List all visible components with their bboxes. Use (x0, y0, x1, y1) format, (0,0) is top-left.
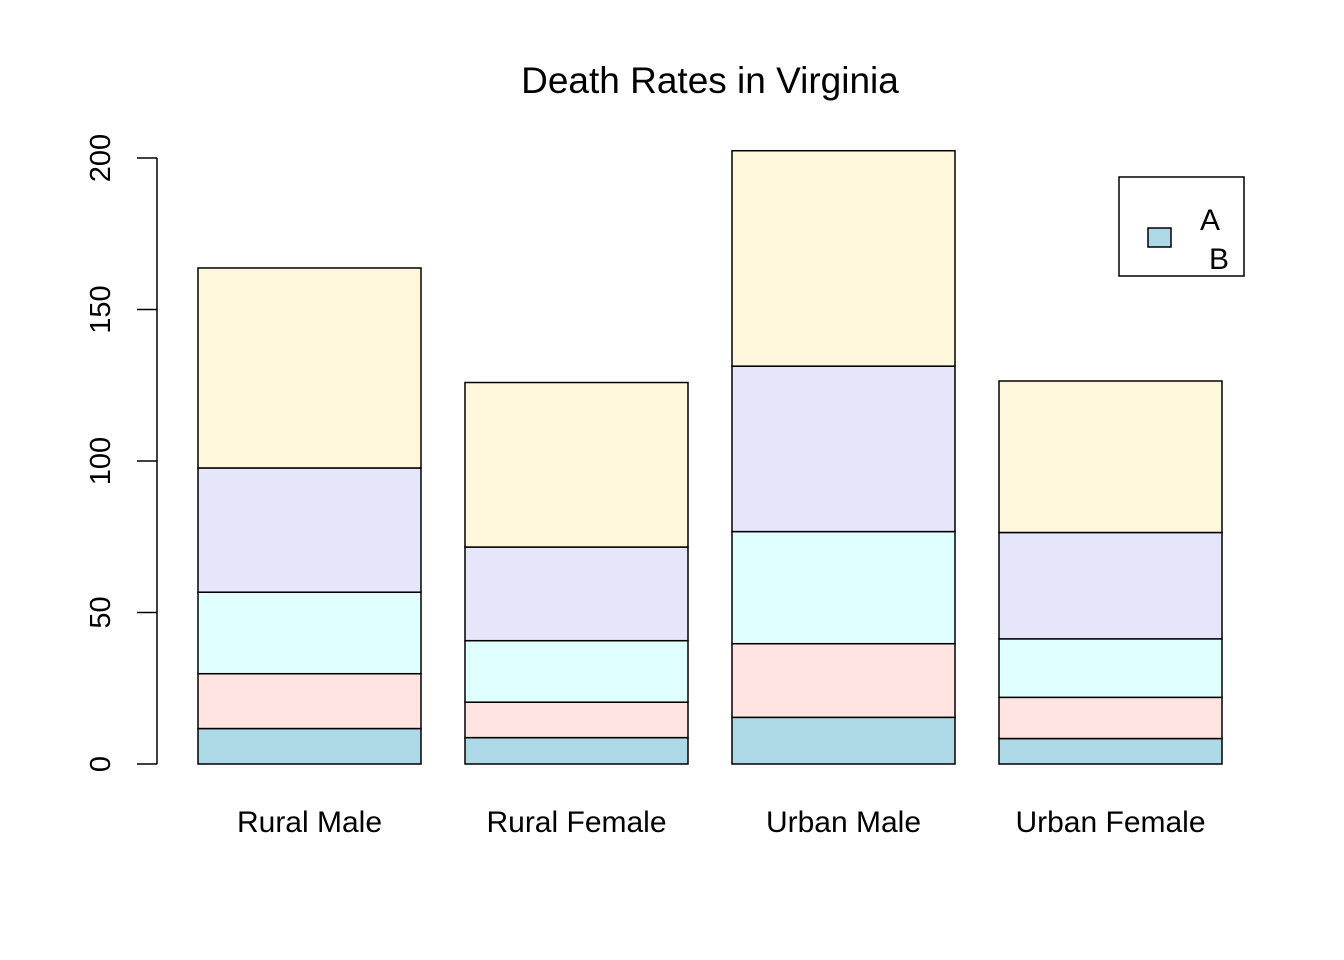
bar-segment (998, 638, 1223, 699)
x-axis-labels: Rural Male Rural Female Urban Male Urban Fe… (237, 806, 1206, 839)
bar-segment (197, 467, 422, 593)
bar-segment (998, 531, 1223, 640)
legend-swatch (1147, 227, 1172, 248)
y-tick-label: 100 (85, 437, 117, 485)
y-tick-label: 50 (85, 596, 117, 628)
bar-segment (464, 736, 689, 765)
x-tick-label: Urban Female (1015, 806, 1205, 839)
bar-segment (464, 381, 689, 548)
bar-segment (998, 380, 1223, 534)
legend-box (1118, 176, 1245, 277)
legend-label-b: B (1209, 243, 1229, 276)
bar-segment (731, 716, 956, 765)
y-tick-label: 0 (85, 756, 117, 772)
bar-segment (197, 672, 422, 730)
y-axis: 0 50 100 150 200 (85, 134, 158, 772)
bar-segment (731, 530, 956, 645)
bar-segment (464, 701, 689, 739)
bar-segment (464, 639, 689, 703)
y-tick-label: 150 (85, 285, 117, 333)
legend-label-a: A (1200, 204, 1220, 237)
bar-segment (197, 591, 422, 675)
bar-segment (998, 696, 1223, 740)
x-tick-label: Rural Female (486, 806, 666, 839)
x-tick-label: Urban Male (766, 806, 921, 839)
chart-title: Death Rates in Virginia (521, 60, 899, 101)
bar-segment (998, 737, 1223, 765)
bar-segment (731, 149, 956, 367)
y-tick-label: 200 (85, 134, 117, 182)
bar-segment (731, 642, 956, 719)
bar-segment (197, 267, 422, 469)
bar-segment (464, 546, 689, 642)
bars (197, 149, 1223, 765)
bar-segment (731, 365, 956, 533)
bar-segment (197, 727, 422, 765)
x-tick-label: Rural Male (237, 806, 382, 839)
legend: A B (1118, 176, 1245, 277)
